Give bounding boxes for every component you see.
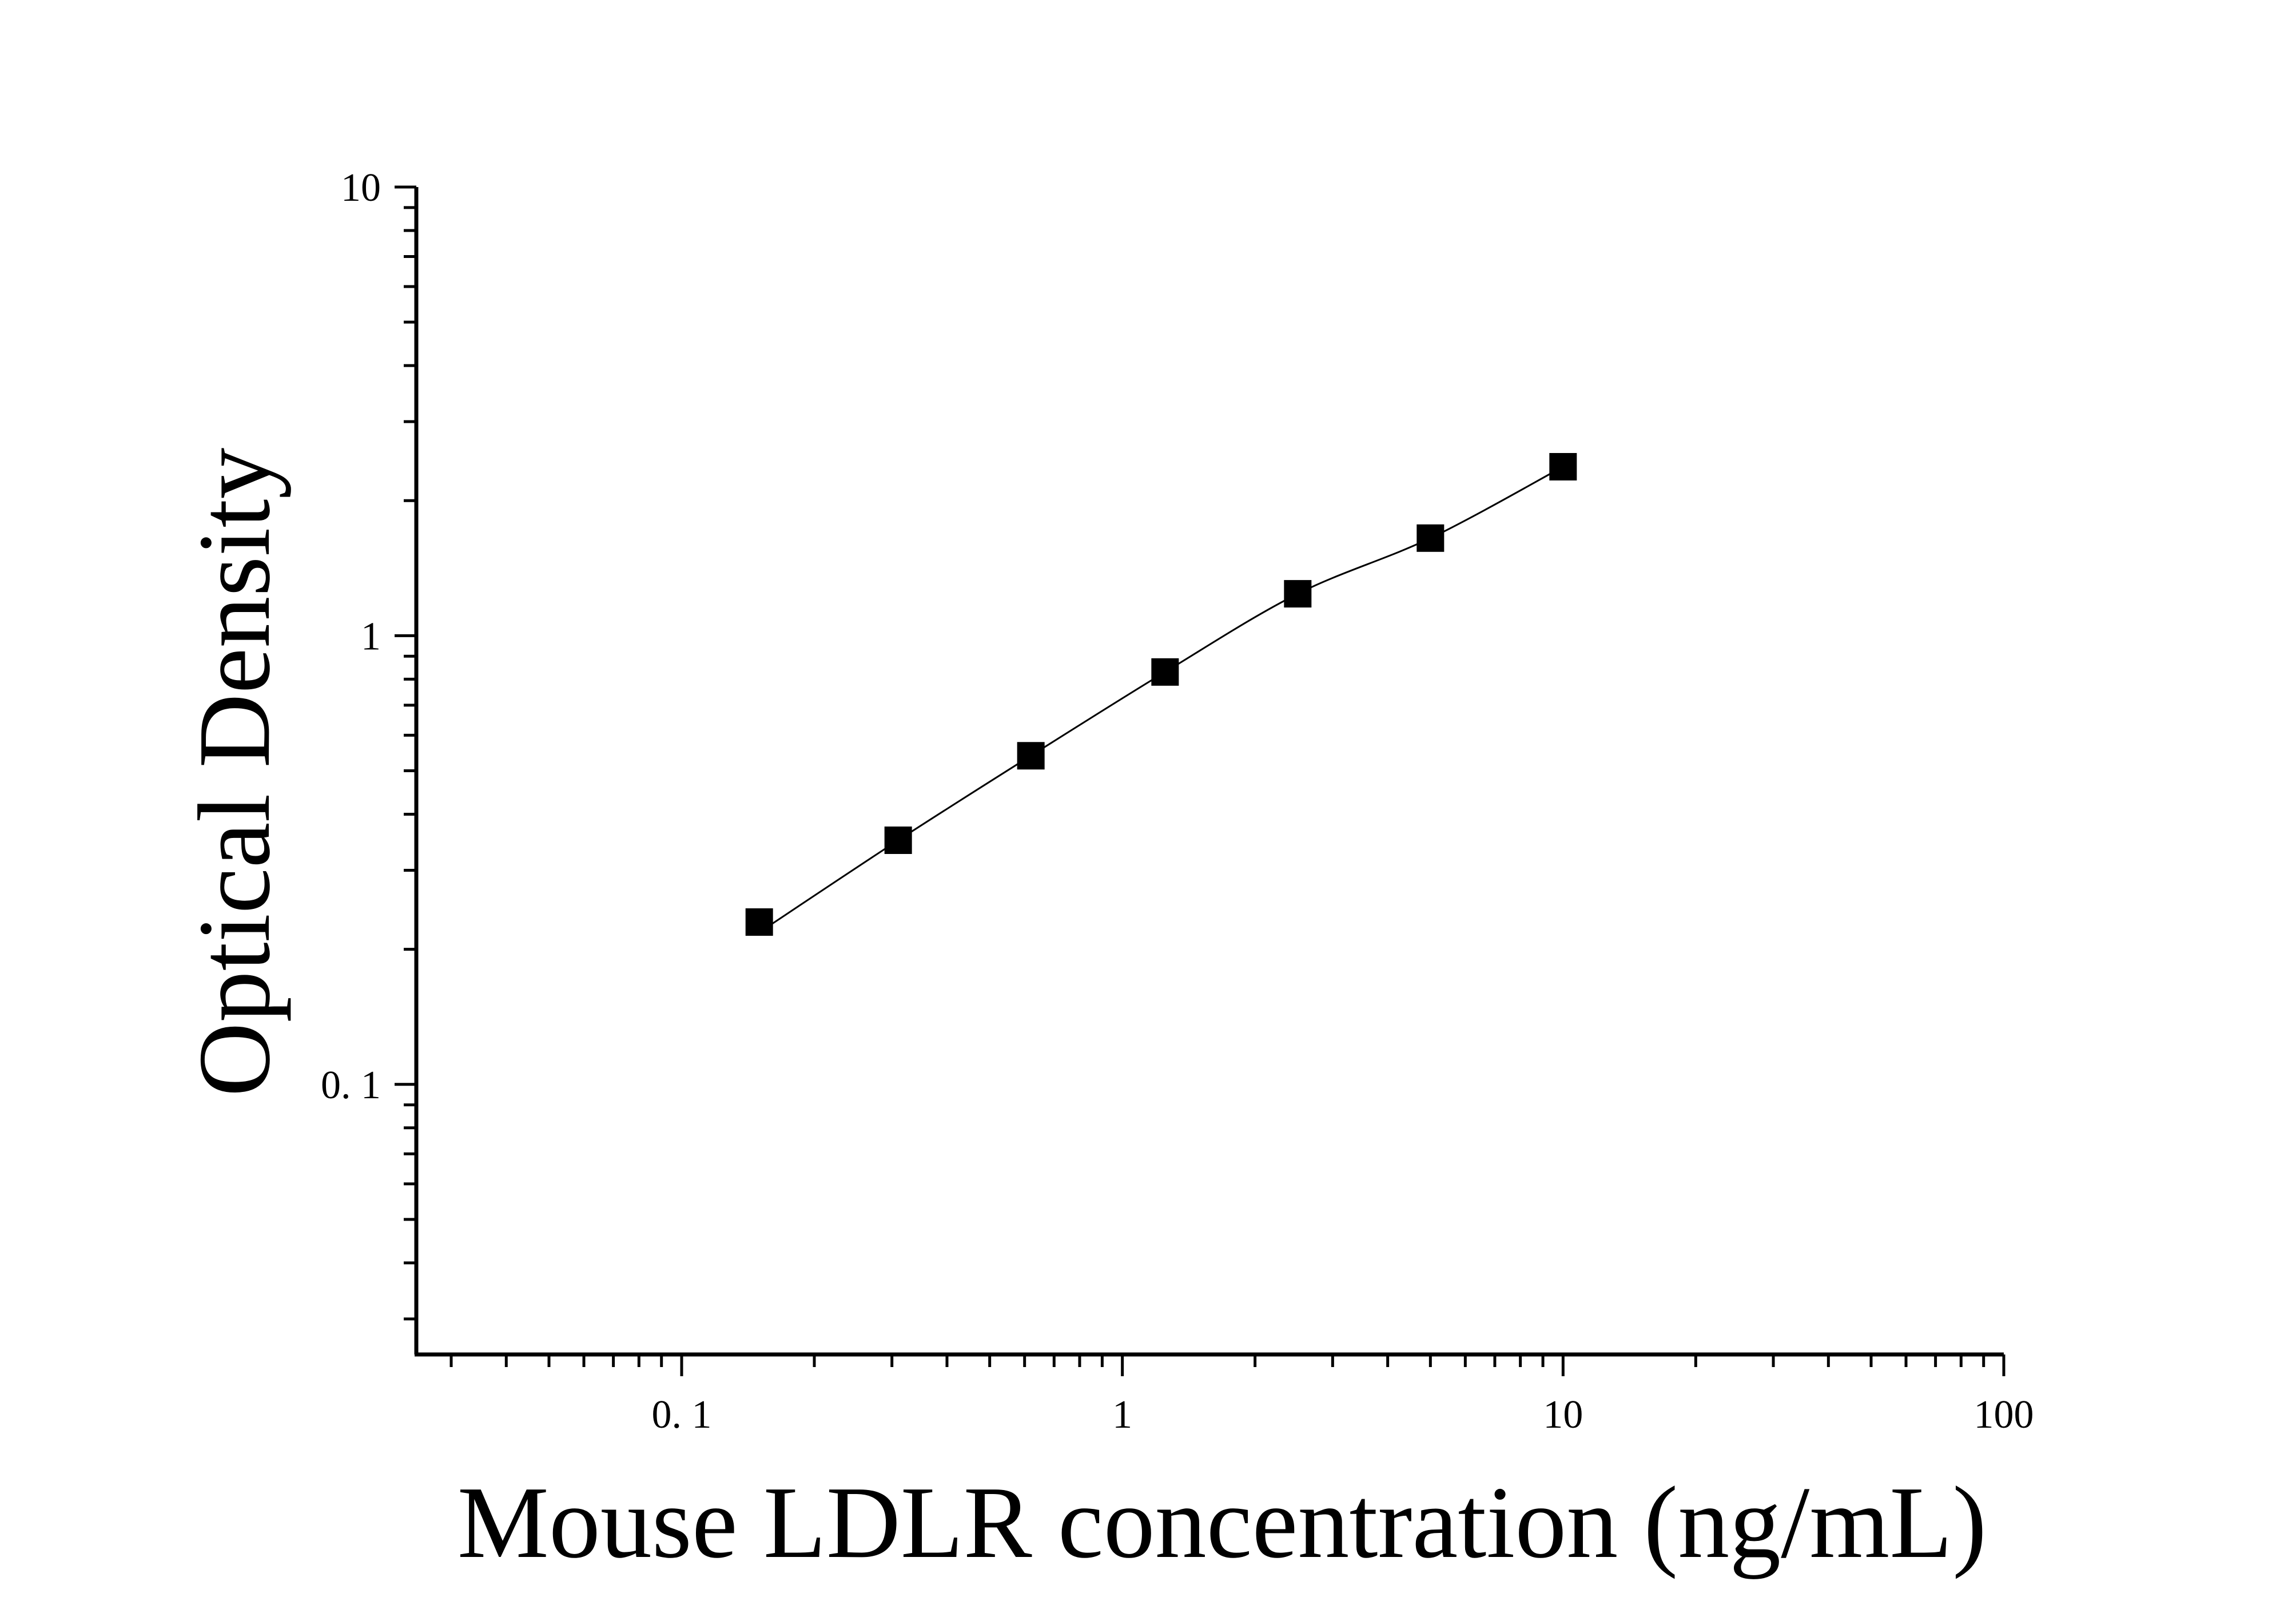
y-tick-label: 0. 1 (321, 1063, 381, 1107)
y-tick-label: 10 (341, 166, 381, 210)
x-axis-title: Mouse LDLR concentration (ng/mL) (457, 1465, 1987, 1579)
data-point (1549, 452, 1577, 480)
x-tick-label: 10 (1543, 1393, 1583, 1437)
x-tick-label: 1 (1112, 1393, 1132, 1437)
minor-ticks (404, 206, 1985, 1367)
data-point (1284, 580, 1312, 608)
y-axis-title: Optical Density (177, 448, 291, 1097)
x-tick-label: 0. 1 (651, 1393, 711, 1437)
data-point (1151, 658, 1179, 686)
data-markers (745, 452, 1577, 936)
data-point (745, 908, 773, 936)
data-point (1416, 524, 1445, 552)
data-point (1017, 742, 1045, 770)
tick-labels: 0. 1 1 10 100 0. 1 1 10 (321, 166, 2034, 1437)
data-point (884, 827, 912, 855)
major-ticks (395, 185, 2005, 1376)
y-tick-label: 1 (361, 614, 381, 658)
x-tick-label: 100 (1974, 1393, 2034, 1437)
